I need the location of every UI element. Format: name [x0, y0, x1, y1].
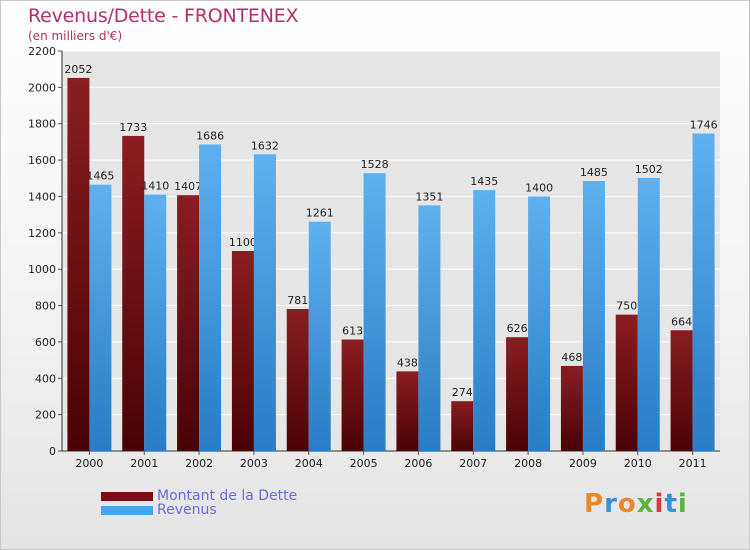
bar-dette: [560, 365, 583, 451]
data-label-dette: 1407: [174, 180, 202, 193]
bar-revenus: [692, 133, 715, 451]
bar-revenus: [473, 190, 496, 451]
bar-dette: [506, 337, 529, 451]
data-label-revenus: 1502: [635, 163, 663, 176]
bar-dette: [122, 135, 145, 451]
data-label-dette: 781: [287, 294, 308, 307]
bar-dette: [670, 330, 693, 451]
data-label-revenus: 1485: [580, 166, 608, 179]
x-tick-label: 2002: [185, 457, 213, 470]
data-label-dette: 664: [671, 315, 692, 328]
data-label-dette: 750: [616, 300, 637, 313]
legend-swatch-dette: [101, 491, 153, 501]
data-label-dette: 274: [452, 386, 473, 399]
x-tick-label: 2009: [569, 457, 597, 470]
proxiti-logo: Proxiti: [584, 489, 688, 519]
logo-letter: t: [664, 489, 678, 519]
data-label-dette: 2052: [64, 63, 92, 76]
data-label-revenus: 1400: [525, 181, 553, 194]
chart-title: Revenus/Dette - FRONTENEX: [28, 5, 299, 27]
legend-item-revenus: Revenus: [101, 502, 217, 518]
logo-letter: P: [584, 489, 605, 519]
bar-revenus: [253, 154, 276, 452]
bar-dette: [451, 401, 474, 451]
logo-letter: r: [604, 489, 618, 519]
legend-swatch-revenus: [101, 505, 153, 515]
logo-letter: i: [677, 489, 688, 519]
bar-dette: [341, 339, 364, 451]
x-tick-label: 2000: [75, 457, 103, 470]
logo-letter: i: [654, 489, 665, 519]
bar-revenus: [89, 184, 112, 452]
data-label-revenus: 1528: [361, 158, 389, 171]
x-tick-label: 2007: [459, 457, 487, 470]
y-tick-label: 200: [35, 409, 56, 422]
x-tick-label: 2003: [240, 457, 268, 470]
data-label-dette: 438: [397, 356, 418, 369]
plot-area: [62, 51, 720, 451]
y-tick-label: 2000: [28, 81, 56, 94]
y-tick-label: 400: [35, 372, 56, 385]
x-tick-label: 2004: [295, 457, 323, 470]
bar-dette: [231, 251, 254, 451]
x-tick-label: 2005: [350, 457, 378, 470]
bar-revenus: [582, 181, 605, 451]
x-tick-label: 2008: [514, 457, 542, 470]
legend-label-dette: Montant de la Dette: [157, 488, 298, 504]
data-label-dette: 626: [507, 322, 528, 335]
bar-revenus: [199, 144, 222, 452]
data-label-dette: 1733: [119, 121, 147, 134]
x-tick-label: 2001: [130, 457, 158, 470]
data-label-revenus: 1261: [306, 207, 334, 220]
bar-dette: [615, 314, 638, 451]
bar-revenus: [418, 205, 441, 451]
y-tick-label: 1800: [28, 118, 56, 131]
bar-revenus: [363, 173, 386, 451]
data-label-revenus: 1435: [470, 175, 498, 188]
bar-revenus: [637, 177, 660, 451]
x-tick-label: 2011: [679, 457, 707, 470]
bar-dette: [177, 195, 200, 451]
y-tick-label: 1400: [28, 190, 56, 203]
data-label-dette: 468: [561, 351, 582, 364]
bar-dette: [67, 77, 90, 451]
y-tick-label: 2200: [28, 45, 56, 58]
bar-dette: [396, 371, 419, 451]
data-label-revenus: 1686: [196, 129, 224, 142]
y-tick-label: 1600: [28, 154, 56, 167]
bar-dette: [286, 309, 309, 451]
legend-label-revenus: Revenus: [157, 502, 217, 518]
bar-revenus: [308, 221, 331, 451]
data-label-dette: 1100: [229, 236, 257, 249]
chart-subtitle: (en milliers d'€): [28, 29, 123, 43]
bar-revenus: [144, 194, 167, 452]
y-tick-label: 800: [35, 300, 56, 313]
logo-letter: o: [617, 489, 637, 519]
y-tick-label: 1200: [28, 227, 56, 240]
data-label-revenus: 1746: [690, 119, 718, 132]
bar-revenus: [528, 196, 551, 451]
legend-item-dette: Montant de la Dette: [101, 488, 297, 504]
data-label-revenus: 1465: [86, 170, 114, 183]
x-tick-label: 2006: [404, 457, 432, 470]
y-tick-label: 1000: [28, 263, 56, 276]
x-tick-label: 2010: [624, 457, 652, 470]
data-label-revenus: 1351: [415, 190, 443, 203]
logo-letter: x: [636, 489, 655, 519]
data-label-revenus: 1632: [251, 139, 279, 152]
y-tick-label: 600: [35, 336, 56, 349]
data-label-revenus: 1410: [141, 180, 169, 193]
y-tick-label: 0: [49, 445, 56, 458]
data-label-dette: 613: [342, 325, 363, 338]
